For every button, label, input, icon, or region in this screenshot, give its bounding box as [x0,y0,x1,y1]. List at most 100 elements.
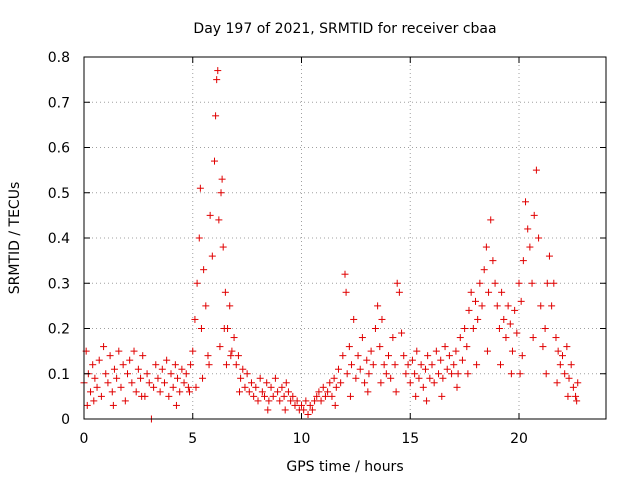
data-point [345,343,353,351]
data-point [458,356,466,364]
data-point [89,361,97,369]
data-point [308,406,316,414]
data-point [83,401,91,409]
data-point [522,198,530,206]
data-point [385,352,392,360]
data-point [528,279,536,287]
data-point [172,401,180,409]
data-point [464,370,472,378]
data-point [572,392,580,400]
data-point [126,356,134,364]
data-point [487,216,495,224]
data-point [567,361,575,369]
data-point [465,306,473,314]
data-point [317,397,325,405]
data-point [287,397,295,405]
data-point [553,379,561,387]
data-point [282,379,290,387]
data-point [304,410,312,418]
data-point [87,388,95,396]
data-point [264,406,272,414]
data-point [389,334,397,342]
data-point [437,356,445,364]
data-point [564,392,572,400]
x-tick-label: 20 [510,431,528,447]
data-point [543,279,551,287]
data-point [535,234,543,242]
data-point [554,347,562,355]
data-point [545,252,553,260]
data-point [221,288,229,296]
data-point [109,401,117,409]
data-point [378,315,386,323]
data-point [193,279,201,287]
data-point [208,252,216,260]
data-point [138,392,146,400]
data-point [197,325,205,332]
data-point [119,361,127,369]
x-tick-label: 10 [293,431,311,447]
data-point [206,211,214,219]
data-point [108,388,116,396]
data-point [404,361,412,369]
y-tick-label: 0.6 [48,141,70,157]
data-point [516,370,524,378]
data-point [169,383,177,391]
data-point [102,370,110,378]
data-point [392,388,400,396]
data-point [341,270,349,278]
data-point [337,379,345,387]
data-point [461,325,469,332]
data-point [217,189,225,197]
data-point [216,343,224,351]
data-point [245,388,253,396]
data-point [195,234,203,242]
data-point [132,388,140,396]
data-point [158,365,166,373]
data-point [234,352,242,360]
data-point [432,347,440,355]
data-point [185,388,193,396]
x-tick-label: 0 [80,431,89,447]
data-point [252,383,260,391]
data-points [80,67,582,423]
data-point [313,392,321,400]
data-point [519,257,527,265]
data-point [356,365,364,373]
data-point [319,383,327,391]
data-point [154,374,162,382]
data-point [480,266,488,274]
y-tick-label: 0.7 [48,95,70,111]
data-point [419,383,427,391]
data-point [139,352,147,360]
data-point [113,374,121,382]
data-point [200,266,208,274]
data-point [137,374,145,382]
data-point [502,334,510,342]
data-point [265,397,273,405]
data-point [219,243,227,251]
data-point [377,379,385,387]
y-tick-label: 0.4 [48,231,70,247]
data-point [284,388,292,396]
data-point [331,401,339,409]
data-point [365,370,373,378]
y-tick-label: 0 [61,412,70,428]
data-point [178,365,186,373]
data-point [478,302,486,310]
data-point [507,370,515,378]
data-point [569,383,577,391]
x-axis-label: GPS time / hours [286,459,403,475]
data-point [539,343,547,351]
data-point [218,175,226,183]
data-point [226,302,234,310]
data-point [517,297,525,305]
data-point [104,379,112,387]
data-point [426,374,434,382]
data-point [205,361,213,369]
data-point [452,347,460,355]
data-point [189,347,197,355]
data-point [298,401,305,409]
y-tick-label: 0.1 [48,367,70,383]
data-point [497,361,505,369]
